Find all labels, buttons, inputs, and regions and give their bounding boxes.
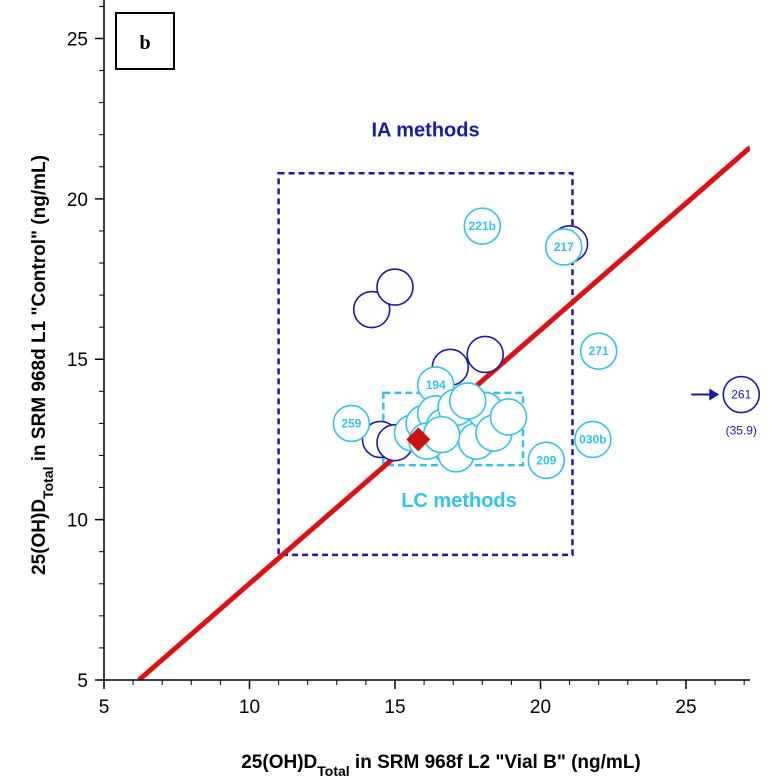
lc-point-label: 194: [426, 378, 446, 392]
x-tick-label: 25: [675, 697, 696, 718]
target-value-diamond: [406, 427, 431, 452]
lc-point: [489, 398, 528, 436]
lc-point-label: 271: [589, 344, 609, 358]
ia-point: [352, 290, 391, 329]
lc-point: [579, 332, 618, 371]
x-tick-label: 5: [99, 697, 110, 718]
ia-point: [466, 335, 504, 374]
ia-methods-label: IA methods: [371, 119, 479, 141]
off-scale-arrow-head: [709, 388, 720, 401]
lc-point: [527, 441, 566, 480]
lc-point-label: 209: [536, 453, 556, 467]
lc-point: [544, 228, 583, 266]
x-axis-title: 25(OH)DTotal in SRM 968f L2 "Vial B" (ng…: [241, 752, 641, 779]
y-tick-label: 10: [67, 511, 88, 532]
ia-point: [376, 268, 414, 306]
lc-point-label: 221b: [469, 219, 496, 233]
x-tick-label: 15: [384, 697, 405, 718]
lc-point: [448, 382, 487, 420]
y-tick-label: 25: [67, 29, 88, 50]
x-tick-label: 20: [530, 697, 551, 718]
lc-point-label: 259: [341, 416, 361, 430]
off-scale-value-note: (35.9): [726, 424, 757, 438]
y-tick-label: 15: [67, 350, 88, 371]
panel-label: b: [139, 32, 150, 54]
lc-point: [574, 420, 612, 459]
lc-methods-label: LC methods: [401, 490, 517, 512]
y-axis-title: 25(OH)DTotal in SRM 968d L1 "Control" (n…: [29, 155, 56, 575]
ia-point: [722, 375, 761, 414]
lc-point-label: 217: [554, 240, 574, 254]
lc-point: [422, 415, 461, 454]
panel-label-box: [115, 12, 175, 70]
ia-point-label: 261: [731, 388, 751, 402]
ia-methods-box: [277, 171, 574, 557]
lc-point-label: 030b: [579, 432, 606, 446]
lc-point: [332, 404, 371, 443]
lc-point: [463, 207, 502, 245]
y-tick-label: 20: [67, 190, 88, 211]
y-tick-label: 5: [77, 671, 88, 692]
x-tick-label: 10: [239, 697, 260, 718]
